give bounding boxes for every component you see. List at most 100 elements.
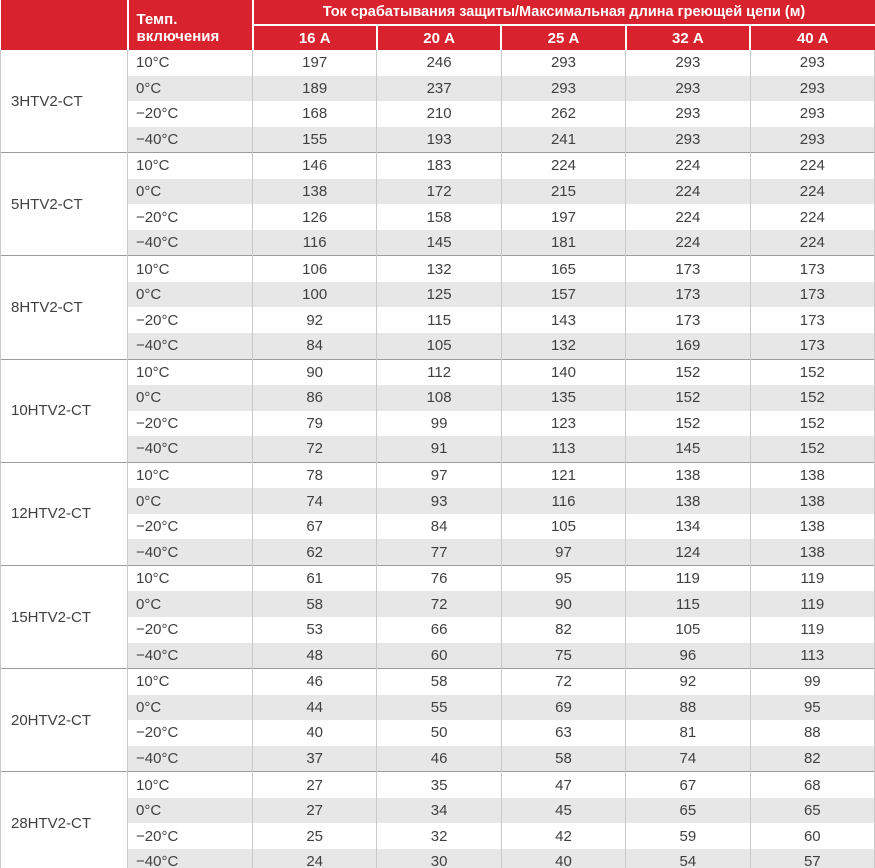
max-length-value-cell: 189 [252, 75, 378, 102]
max-length-value-cell: 152 [625, 410, 751, 437]
max-length-value-cell: 119 [625, 564, 751, 592]
max-length-value-cell: 138 [625, 488, 751, 514]
temperature-cell: 0°C [127, 488, 253, 514]
data-row: 0°C 74 93 116 138 138 [1, 488, 875, 514]
max-length-value-cell: 172 [376, 178, 502, 205]
max-length-value-cell: 293 [501, 75, 627, 102]
data-row: 5HTV2-CT 10°C 146 183 224 224 224 [0, 152, 875, 256]
max-length-value-cell: 173 [625, 255, 751, 282]
data-row: −40°C 116 145 181 224 224 [1, 229, 875, 256]
max-length-value-cell: 82 [750, 745, 875, 772]
max-length-value-cell: 105 [625, 617, 751, 643]
max-length-value-cell: 60 [750, 823, 875, 849]
max-length-value-cell: 67 [252, 513, 378, 540]
max-length-value-cell: 112 [376, 358, 502, 386]
max-length-value-cell: 138 [625, 461, 751, 489]
temperature-cell: −40°C [127, 539, 253, 566]
max-length-value-cell: 224 [625, 229, 751, 256]
data-row: 0°C 189 237 293 293 293 [1, 75, 875, 102]
temperature-cell: −20°C [127, 204, 253, 230]
data-row: 0°C 100 125 157 173 173 [1, 281, 875, 308]
model-cell: 15HTV2-CT [0, 564, 128, 669]
max-length-value-cell: 90 [501, 591, 627, 618]
table-body: 3HTV2-CT 10°C 197 246 293 293 293 0°C 189 237 293 2… [0, 50, 875, 868]
max-length-value-cell: 92 [625, 668, 751, 695]
max-length-value-cell: 293 [625, 50, 751, 76]
current-header-row: 16 А 20 А 25 А 32 А 40 А [1, 25, 875, 50]
max-length-value-cell: 123 [501, 410, 627, 437]
temperature-cell: 10°C [127, 564, 253, 592]
max-length-value-cell: 155 [252, 126, 378, 153]
max-length-value-cell: 57 [750, 848, 875, 868]
max-length-value-cell: 241 [501, 126, 627, 153]
temperature-cell: −20°C [127, 720, 253, 746]
max-length-value-cell: 145 [625, 436, 751, 463]
max-length-value-cell: 165 [501, 255, 627, 282]
data-row: −20°C 168 210 262 293 293 [1, 101, 875, 127]
max-length-value-cell: 224 [750, 204, 875, 230]
max-length-value-cell: 95 [750, 694, 875, 721]
max-length-value-cell: 132 [501, 333, 627, 360]
max-length-value-cell: 82 [501, 617, 627, 643]
max-length-value-cell: 72 [376, 591, 502, 618]
data-row: 3HTV2-CT 10°C 197 246 293 293 293 [0, 50, 875, 153]
temperature-cell: −40°C [127, 333, 253, 360]
max-length-value-cell: 54 [625, 848, 751, 868]
max-length-value-cell: 62 [252, 539, 378, 566]
max-length-value-cell: 42 [501, 823, 627, 849]
data-row: −20°C 79 99 123 152 152 [1, 410, 875, 437]
max-length-value-cell: 99 [376, 410, 502, 437]
max-length-value-cell: 46 [252, 668, 378, 695]
max-length-value-cell: 84 [252, 333, 378, 360]
max-length-value-cell: 173 [750, 255, 875, 282]
max-length-value-cell: 105 [501, 513, 627, 540]
max-length-value-cell: 116 [501, 488, 627, 514]
max-length-value-cell: 169 [625, 333, 751, 360]
max-length-value-cell: 146 [252, 152, 378, 179]
max-length-value-cell: 119 [750, 591, 875, 618]
max-length-value-cell: 152 [750, 436, 875, 463]
max-length-value-cell: 293 [750, 126, 875, 153]
max-length-value-cell: 93 [376, 488, 502, 514]
max-length-value-cell: 66 [376, 617, 502, 643]
max-length-value-cell: 119 [750, 617, 875, 643]
max-length-value-cell: 27 [252, 771, 378, 798]
model-cell: 10HTV2-CT [0, 358, 128, 463]
temperature-cell: 0°C [127, 178, 253, 205]
max-length-value-cell: 210 [376, 101, 502, 127]
max-length-value-cell: 25 [252, 823, 378, 849]
max-length-value-cell: 27 [252, 797, 378, 824]
max-length-value-cell: 81 [625, 720, 751, 746]
data-row: 0°C 58 72 90 115 119 [1, 591, 875, 618]
max-length-value-cell: 135 [501, 385, 627, 411]
max-length-value-cell: 32 [376, 823, 502, 849]
data-row: −40°C 62 77 97 124 138 [1, 539, 875, 566]
max-length-value-cell: 99 [750, 668, 875, 695]
temperature-cell: 10°C [127, 461, 253, 489]
max-length-value-cell: 197 [501, 204, 627, 230]
table-title-header: Ток срабатывания защиты/Максимальная дли… [252, 0, 875, 26]
temperature-cell: −40°C [127, 745, 253, 772]
max-length-value-cell: 293 [625, 75, 751, 102]
max-length-value-cell: 55 [376, 694, 502, 721]
max-length-value-cell: 138 [750, 513, 875, 540]
max-length-value-cell: 74 [252, 488, 378, 514]
max-length-value-cell: 224 [625, 178, 751, 205]
data-row: −20°C 53 66 82 105 119 [1, 617, 875, 643]
max-length-value-cell: 106 [252, 255, 378, 282]
max-length-value-cell: 84 [376, 513, 502, 540]
data-row: −20°C 126 158 197 224 224 [1, 204, 875, 230]
max-length-value-cell: 35 [376, 771, 502, 798]
max-length-value-cell: 152 [750, 358, 875, 386]
max-length-value-cell: 138 [252, 178, 378, 205]
max-length-value-cell: 65 [625, 797, 751, 824]
max-length-value-cell: 79 [252, 410, 378, 437]
max-length-value-cell: 152 [750, 385, 875, 411]
max-length-value-cell: 46 [376, 745, 502, 772]
max-length-value-cell: 40 [252, 720, 378, 746]
max-length-value-cell: 105 [376, 333, 502, 360]
max-length-value-cell: 152 [625, 358, 751, 386]
max-length-value-cell: 59 [625, 823, 751, 849]
max-length-value-cell: 75 [501, 642, 627, 669]
max-length-value-cell: 224 [625, 204, 751, 230]
